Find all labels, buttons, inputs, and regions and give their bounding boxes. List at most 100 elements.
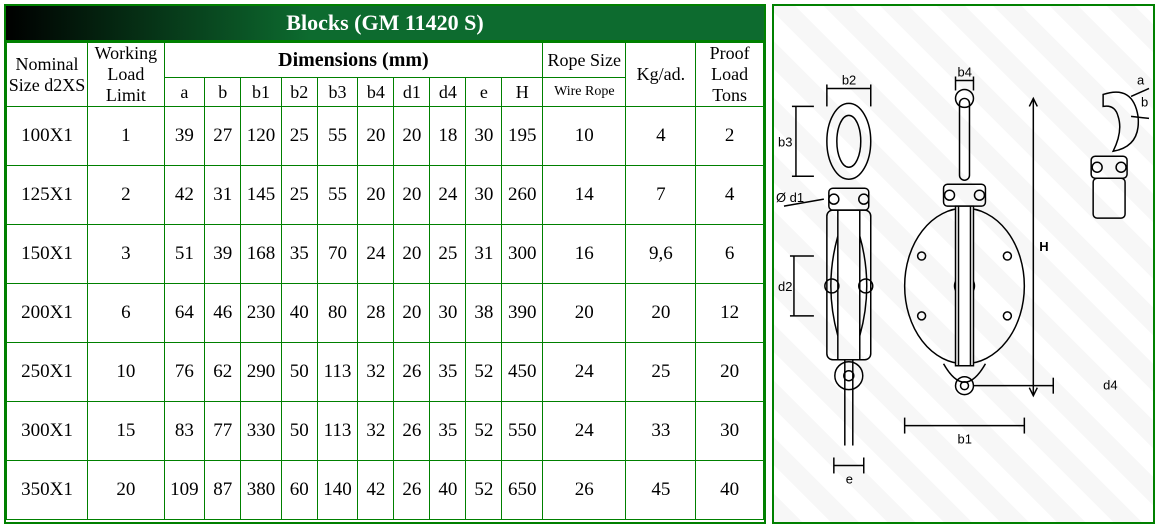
cell-H: 195 <box>502 107 543 166</box>
cell-pl: 20 <box>696 343 764 402</box>
cell-b: 62 <box>205 343 241 402</box>
cell-H: 550 <box>502 402 543 461</box>
lbl-d4: d4 <box>1103 378 1117 393</box>
cell-e: 31 <box>466 225 502 284</box>
th-wll: Working Load Limit <box>88 43 165 107</box>
cell-rope: 20 <box>543 284 626 343</box>
cell-e: 38 <box>466 284 502 343</box>
cell-d4: 24 <box>430 166 466 225</box>
cell-a: 76 <box>164 343 205 402</box>
th-nominal: Nominal Size d2XS <box>7 43 88 107</box>
cell-b4: 20 <box>358 107 394 166</box>
cell-wll: 20 <box>88 461 165 520</box>
cell-rope: 10 <box>543 107 626 166</box>
cell-pl: 6 <box>696 225 764 284</box>
block-diagram: b2 b4 a b b3 Ø d1 d2 H e b1 d4 <box>774 6 1153 522</box>
cell-b4: 28 <box>358 284 394 343</box>
cell-H: 450 <box>502 343 543 402</box>
cell-wll: 15 <box>88 402 165 461</box>
cell-e: 30 <box>466 166 502 225</box>
cell-d4: 30 <box>430 284 466 343</box>
table-row: 300X11583773305011332263552550243330 <box>7 402 764 461</box>
cell-kg: 4 <box>626 107 696 166</box>
cell-kg: 7 <box>626 166 696 225</box>
cell-pl: 2 <box>696 107 764 166</box>
cell-kg: 25 <box>626 343 696 402</box>
cell-nom: 125X1 <box>7 166 88 225</box>
cell-b4: 42 <box>358 461 394 520</box>
cell-a: 39 <box>164 107 205 166</box>
cell-pl: 30 <box>696 402 764 461</box>
cell-kg: 9,6 <box>626 225 696 284</box>
cell-b2: 50 <box>281 402 317 461</box>
cell-d1: 20 <box>394 225 430 284</box>
cell-nom: 100X1 <box>7 107 88 166</box>
th-b3: b3 <box>317 78 358 107</box>
th-kg: Kg/ad. <box>626 43 696 107</box>
cell-wll: 10 <box>88 343 165 402</box>
th-b2: b2 <box>281 78 317 107</box>
cell-b3: 80 <box>317 284 358 343</box>
cell-a: 109 <box>164 461 205 520</box>
cell-b2: 25 <box>281 107 317 166</box>
table-row: 200X166446230408028203038390202012 <box>7 284 764 343</box>
th-a: a <box>164 78 205 107</box>
cell-nom: 200X1 <box>7 284 88 343</box>
cell-kg: 33 <box>626 402 696 461</box>
cell-rope: 24 <box>543 402 626 461</box>
th-dimensions: Dimensions (mm) <box>164 43 542 78</box>
table-row: 125X1242311452555202024302601474 <box>7 166 764 225</box>
cell-b: 39 <box>205 225 241 284</box>
cell-rope: 26 <box>543 461 626 520</box>
cell-kg: 45 <box>626 461 696 520</box>
cell-H: 650 <box>502 461 543 520</box>
table-row: 350X120109873806014042264052650264540 <box>7 461 764 520</box>
cell-H: 260 <box>502 166 543 225</box>
th-wire: Wire Rope <box>543 78 626 107</box>
cell-b2: 25 <box>281 166 317 225</box>
cell-b: 46 <box>205 284 241 343</box>
cell-d1: 26 <box>394 461 430 520</box>
cell-wll: 3 <box>88 225 165 284</box>
cell-b2: 40 <box>281 284 317 343</box>
cell-nom: 350X1 <box>7 461 88 520</box>
cell-b2: 35 <box>281 225 317 284</box>
cell-b1: 145 <box>241 166 282 225</box>
th-rope: Rope Size <box>543 43 626 78</box>
cell-wll: 1 <box>88 107 165 166</box>
table-row: 100X1139271202555202018301951042 <box>7 107 764 166</box>
cell-d4: 35 <box>430 343 466 402</box>
cell-kg: 20 <box>626 284 696 343</box>
cell-wll: 6 <box>88 284 165 343</box>
cell-e: 52 <box>466 343 502 402</box>
th-d4: d4 <box>430 78 466 107</box>
cell-b: 27 <box>205 107 241 166</box>
cell-b3: 140 <box>317 461 358 520</box>
cell-d4: 40 <box>430 461 466 520</box>
cell-d4: 18 <box>430 107 466 166</box>
cell-b3: 55 <box>317 166 358 225</box>
lbl-e: e <box>846 471 853 486</box>
cell-b1: 290 <box>241 343 282 402</box>
cell-e: 30 <box>466 107 502 166</box>
cell-b1: 230 <box>241 284 282 343</box>
spec-panel: Blocks (GM 11420 S) Nominal Size d2XS Wo… <box>4 4 766 524</box>
lbl-d2: d2 <box>778 279 792 294</box>
cell-b: 77 <box>205 402 241 461</box>
cell-e: 52 <box>466 461 502 520</box>
cell-nom: 300X1 <box>7 402 88 461</box>
cell-b4: 24 <box>358 225 394 284</box>
cell-pl: 4 <box>696 166 764 225</box>
th-b4: b4 <box>358 78 394 107</box>
cell-d1: 20 <box>394 166 430 225</box>
cell-H: 300 <box>502 225 543 284</box>
lbl-b: b <box>1141 94 1148 109</box>
lbl-b2: b2 <box>842 72 856 87</box>
cell-d1: 20 <box>394 284 430 343</box>
cell-rope: 16 <box>543 225 626 284</box>
cell-a: 51 <box>164 225 205 284</box>
cell-nom: 250X1 <box>7 343 88 402</box>
lbl-b4: b4 <box>958 64 972 79</box>
cell-b3: 113 <box>317 402 358 461</box>
cell-wll: 2 <box>88 166 165 225</box>
